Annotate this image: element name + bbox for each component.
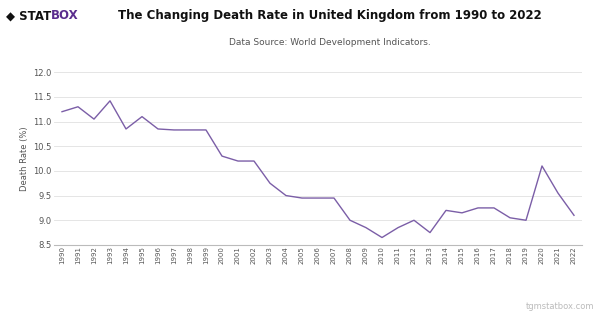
Text: Data Source: World Development Indicators.: Data Source: World Development Indicator… (229, 38, 431, 47)
Text: The Changing Death Rate in United Kingdom from 1990 to 2022: The Changing Death Rate in United Kingdo… (118, 9, 542, 22)
Text: BOX: BOX (51, 9, 79, 22)
Text: tgmstatbox.com: tgmstatbox.com (526, 302, 594, 311)
Text: ◆ STAT: ◆ STAT (6, 9, 51, 22)
Y-axis label: Death Rate (%): Death Rate (%) (20, 126, 29, 191)
